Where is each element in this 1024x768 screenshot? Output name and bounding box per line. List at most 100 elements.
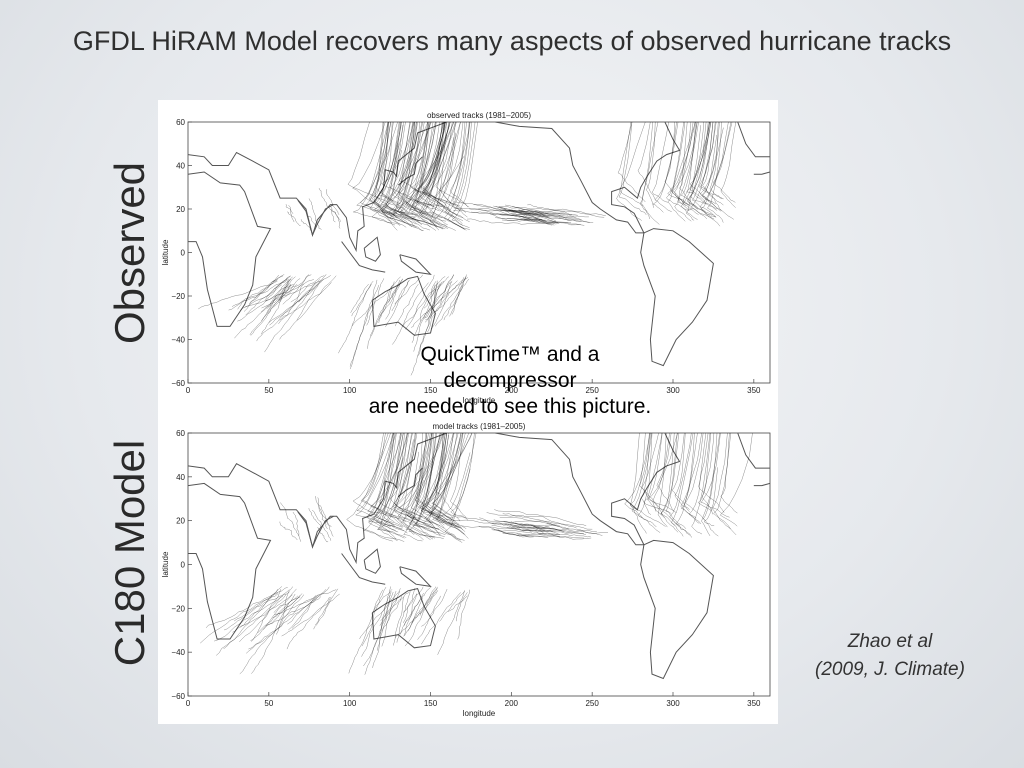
coastline xyxy=(640,539,714,680)
storm-track xyxy=(412,122,456,218)
y-tick-label: −60 xyxy=(171,379,185,388)
storm-track xyxy=(251,593,296,674)
storm-track xyxy=(395,283,419,327)
storm-track xyxy=(689,122,722,212)
storm-track xyxy=(497,529,591,538)
storm-track xyxy=(438,122,469,207)
storm-track xyxy=(498,206,572,221)
storm-track xyxy=(370,433,420,528)
storm-track xyxy=(411,122,440,231)
storm-track xyxy=(453,207,541,216)
storm-track xyxy=(401,276,446,327)
storm-track xyxy=(493,529,548,538)
storm-track xyxy=(453,209,551,219)
storm-track xyxy=(422,433,456,522)
storm-track xyxy=(393,433,418,521)
storm-track xyxy=(414,122,461,207)
storm-track xyxy=(338,280,374,354)
storm-track xyxy=(287,588,327,625)
storm-track xyxy=(686,122,721,227)
storm-track xyxy=(671,433,694,537)
storm-track xyxy=(406,433,434,529)
storm-track xyxy=(388,122,432,225)
storm-track xyxy=(505,210,544,221)
storm-track xyxy=(545,524,597,532)
storm-track xyxy=(424,283,440,323)
storm-track xyxy=(224,593,287,631)
storm-track xyxy=(291,594,319,629)
storm-track xyxy=(398,433,433,524)
citation-authors: Zhao et al xyxy=(847,631,933,652)
storm-track xyxy=(420,433,473,535)
storm-track xyxy=(491,529,534,538)
storm-track xyxy=(709,122,723,200)
storm-track xyxy=(381,143,401,225)
coastline xyxy=(371,275,436,336)
storm-track xyxy=(700,122,733,218)
storm-track xyxy=(214,589,290,642)
storm-track xyxy=(257,595,299,634)
x-tick-label: 100 xyxy=(343,386,357,395)
storm-track xyxy=(527,204,573,215)
storm-track xyxy=(518,209,561,216)
storm-track xyxy=(416,144,445,212)
storm-track xyxy=(428,433,469,539)
coastline xyxy=(363,548,381,574)
storm-track xyxy=(420,122,449,230)
storm-track xyxy=(654,122,677,212)
storm-track xyxy=(417,595,441,640)
storm-track xyxy=(412,460,436,538)
coastline xyxy=(737,122,770,158)
storm-track xyxy=(479,517,532,533)
storm-track xyxy=(368,433,405,531)
y-tick-label: 20 xyxy=(176,517,185,526)
coastline xyxy=(753,171,770,175)
storm-track xyxy=(451,122,478,228)
storm-track xyxy=(382,454,414,527)
storm-track xyxy=(360,433,407,523)
storm-track xyxy=(423,274,455,319)
storm-track xyxy=(356,122,407,219)
coastline xyxy=(341,241,386,273)
storm-track xyxy=(424,277,469,319)
storm-track xyxy=(380,122,409,214)
storm-track xyxy=(369,122,391,220)
storm-track xyxy=(430,276,450,298)
storm-track xyxy=(373,122,398,214)
storm-track xyxy=(665,433,687,529)
storm-track xyxy=(719,433,753,527)
storm-track xyxy=(533,526,609,534)
storm-track xyxy=(680,122,698,209)
storm-track xyxy=(380,458,403,533)
storm-track xyxy=(647,433,665,518)
storm-track xyxy=(380,122,416,219)
storm-track xyxy=(319,504,332,527)
storm-track xyxy=(435,122,460,209)
coastline xyxy=(188,122,447,253)
storm-track xyxy=(200,593,279,644)
storm-track xyxy=(356,433,403,528)
storm-track xyxy=(371,122,393,218)
storm-track xyxy=(351,276,401,327)
storm-track xyxy=(378,433,416,520)
storm-track xyxy=(435,284,464,327)
storm-track xyxy=(421,122,452,211)
y-tick-label: 0 xyxy=(181,561,186,570)
storm-track xyxy=(457,589,470,640)
storm-track xyxy=(251,589,282,642)
storm-track xyxy=(506,218,560,225)
y-axis-label: latitude xyxy=(161,239,170,265)
storm-track xyxy=(518,210,589,218)
storm-track xyxy=(377,433,398,542)
storm-track xyxy=(411,280,458,328)
storm-track xyxy=(700,122,724,200)
storm-track xyxy=(198,280,278,310)
storm-track xyxy=(427,274,455,333)
storm-track xyxy=(422,433,470,541)
storm-track xyxy=(401,433,431,541)
storm-track xyxy=(352,122,395,216)
storm-track xyxy=(685,125,702,221)
storm-track xyxy=(250,276,293,336)
storm-track xyxy=(409,433,446,535)
storm-track xyxy=(410,122,434,208)
